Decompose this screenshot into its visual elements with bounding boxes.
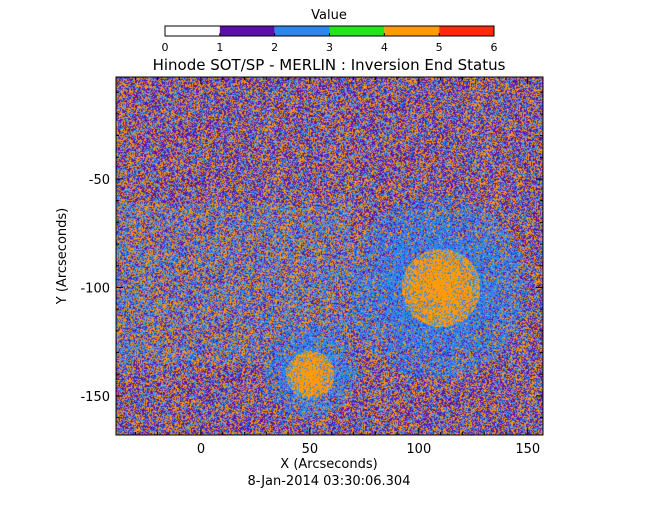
colorbar-label: Value [311,8,347,23]
heatmap-image [116,77,543,435]
colorbar-bin-3 [329,26,385,36]
colorbar-bin-5 [439,26,494,36]
x-tick-label: 0 [197,442,205,457]
y-tick-label: -100 [80,281,110,296]
y-tick-label: -50 [89,173,110,188]
colorbar-tick-label: 0 [162,41,169,54]
x-tick-label: 100 [406,442,431,457]
chart-title: Hinode SOT/SP - MERLIN : Inversion End S… [153,56,506,74]
plot-frame [115,76,544,436]
timestamp: 8-Jan-2014 03:30:06.304 [248,474,411,489]
colorbar-tick-label: 3 [326,41,333,54]
x-axis-label: X (Arcseconds) [280,457,377,472]
colorbar-tick-label: 6 [491,41,498,54]
y-tick-label: -150 [80,390,110,405]
colorbar-bin-0 [165,26,220,36]
colorbar-tick-label: 1 [216,41,223,54]
y-axis-label: Y (Arcseconds) [55,208,70,305]
x-tick-label: 50 [302,442,319,457]
colorbar-tick-label: 5 [436,41,443,54]
colorbar: 0 1 2 3 4 5 6 [162,25,498,54]
x-axis: 0 50 100 150 [135,77,540,457]
x-tick-label: 150 [515,442,540,457]
colorbar-tick-label: 4 [381,41,388,54]
y-axis: -50 -100 -150 [80,91,543,419]
colorbar-bin-4 [384,26,440,36]
colorbar-bin-2 [274,26,330,36]
colorbar-bin-1 [219,26,275,36]
colorbar-tick-label: 2 [271,41,278,54]
